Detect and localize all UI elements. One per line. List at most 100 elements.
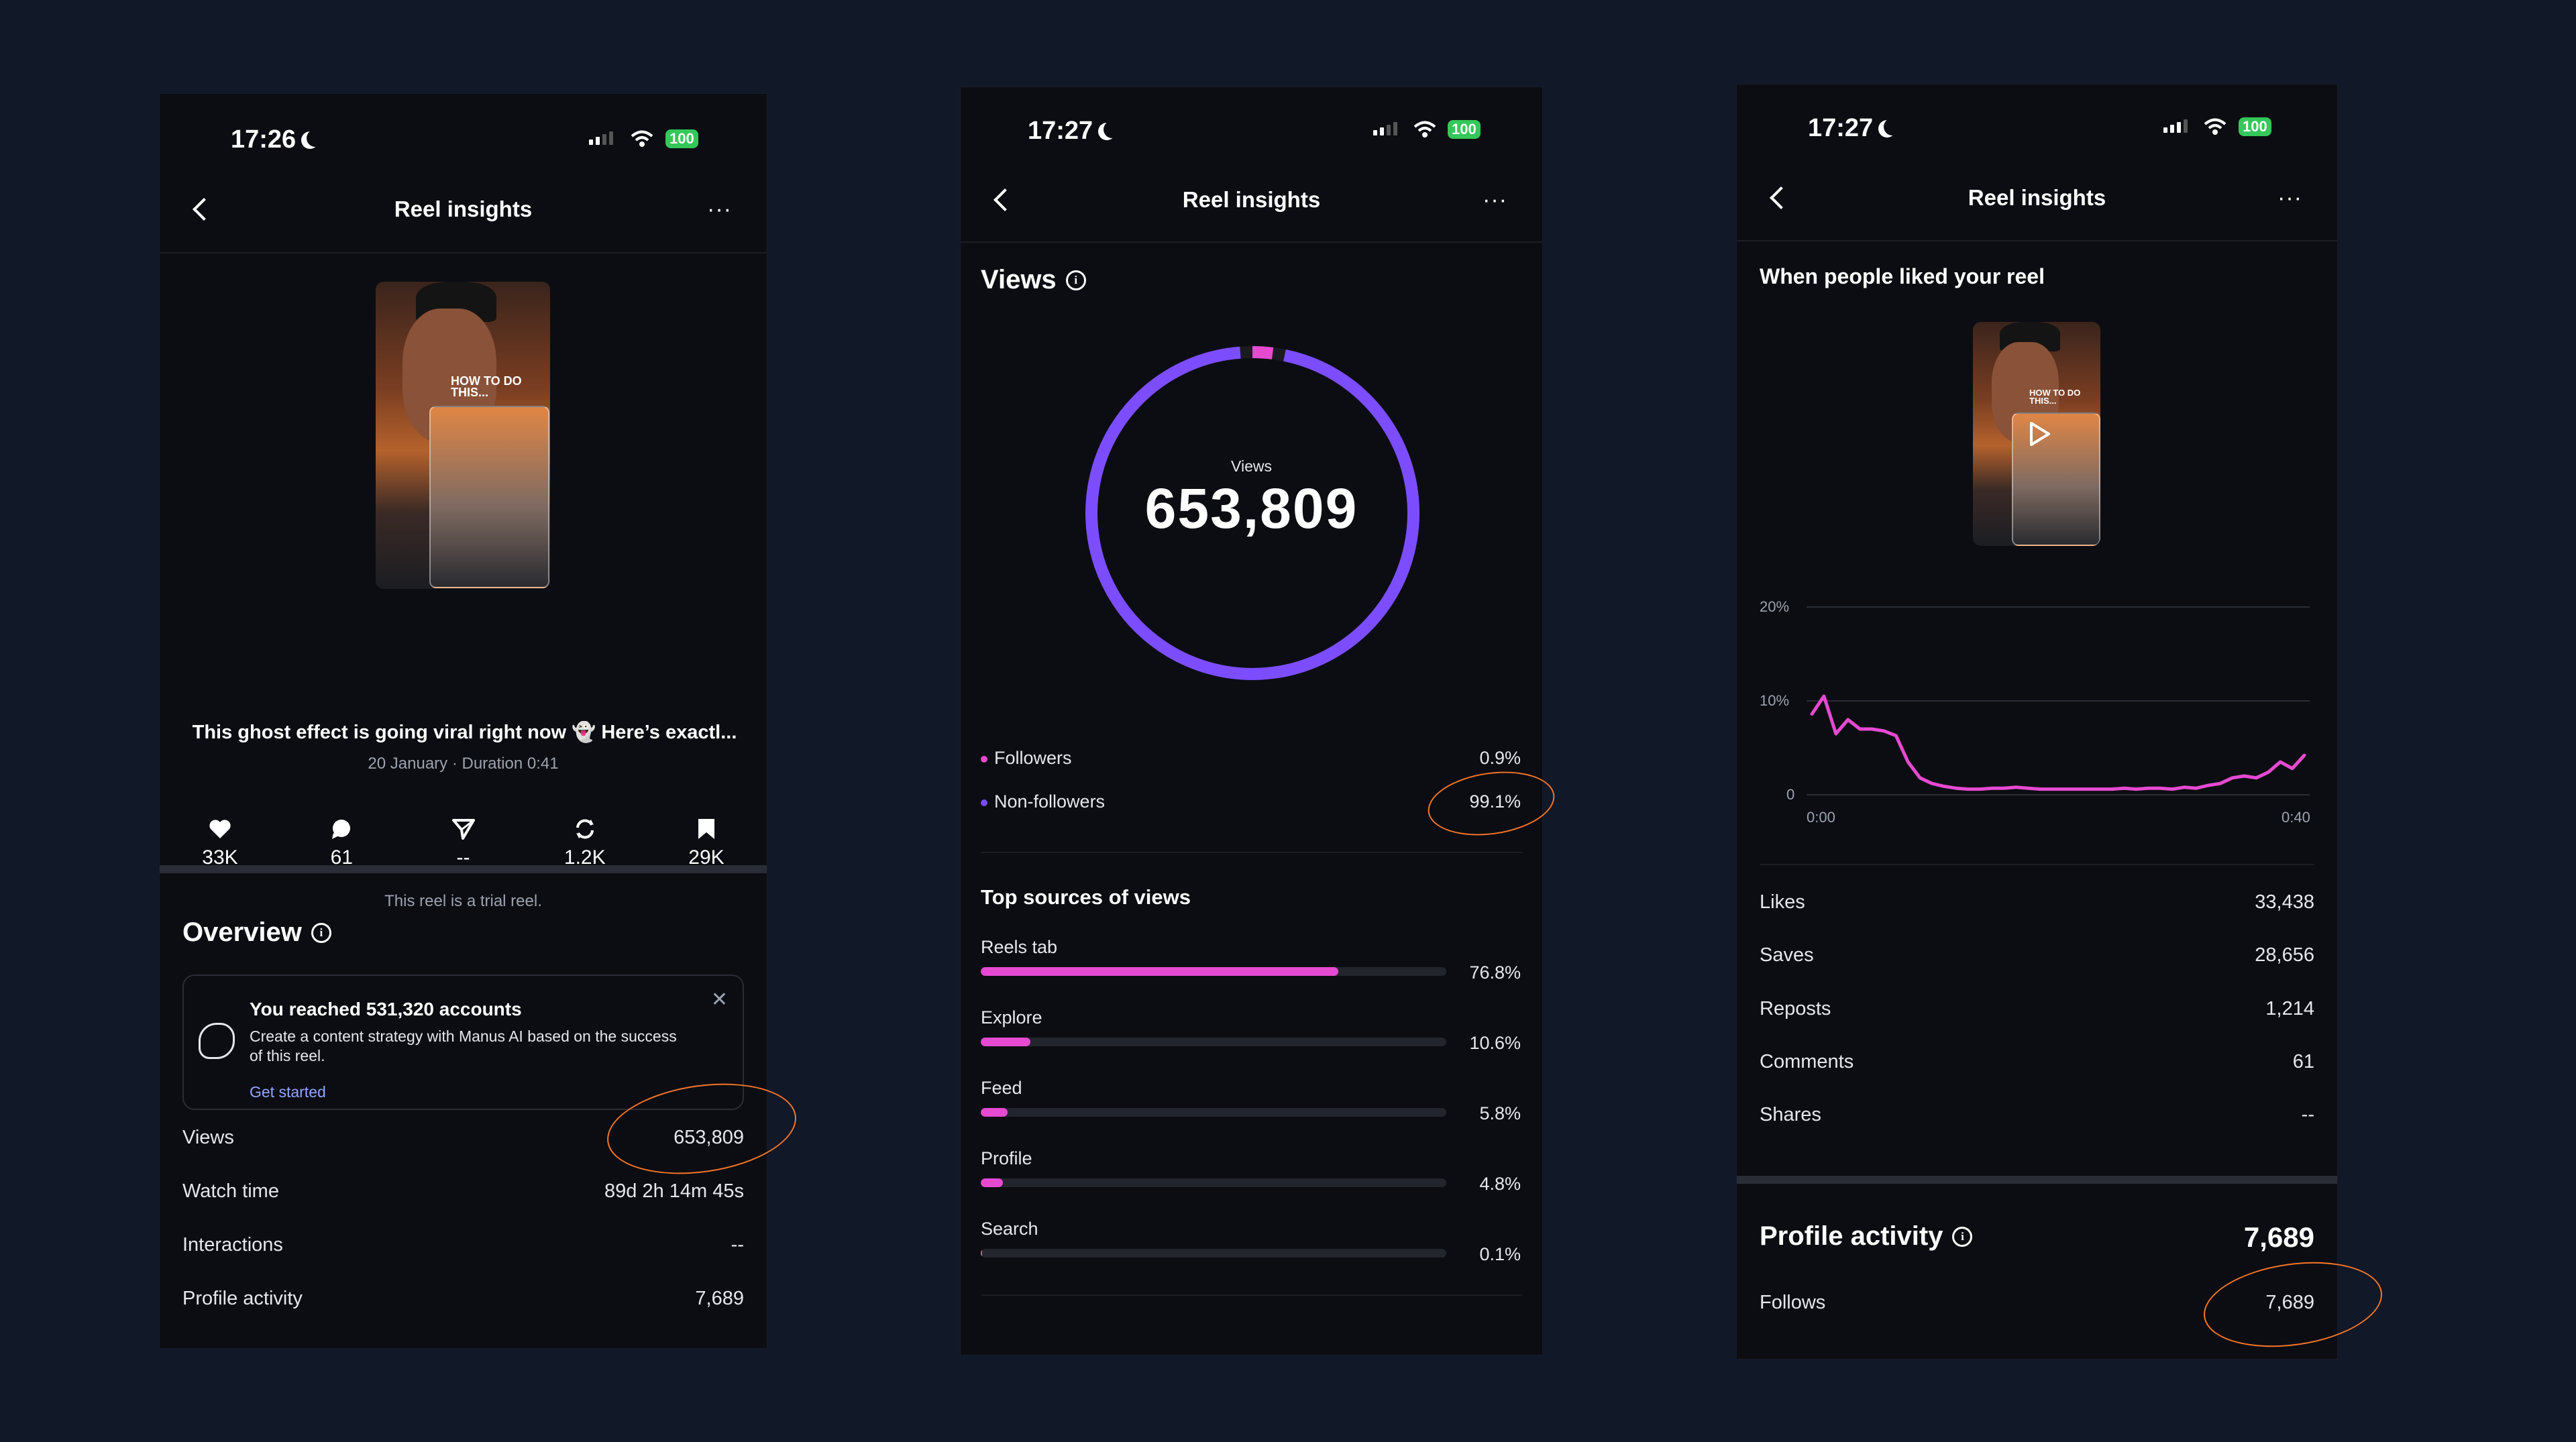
chart-title: When people liked your reel xyxy=(1760,264,2045,288)
moon-icon xyxy=(1104,121,1121,138)
more-options-button[interactable]: ··· xyxy=(2277,185,2302,211)
more-options-button[interactable]: ··· xyxy=(707,197,732,222)
source-bar-track xyxy=(981,967,1446,976)
source-bar-fill xyxy=(981,1038,1030,1046)
source-reels-tab: Reels tab 76.8% xyxy=(981,937,1521,983)
likes-row-saves: Saves 28,656 xyxy=(1760,944,2314,966)
bookmark-icon xyxy=(666,817,747,841)
source-bar-track xyxy=(981,1178,1446,1187)
source-explore: Explore 10.6% xyxy=(981,1007,1521,1053)
nav-bar: Reel insights ··· xyxy=(1737,168,2337,228)
overview-row-profile-activity: Profile activity 7,689 xyxy=(182,1288,744,1309)
wifi-icon xyxy=(2204,118,2226,135)
y-tick-label: 0 xyxy=(1786,786,1795,803)
more-options-button[interactable]: ··· xyxy=(1483,187,1507,213)
likes-series-line xyxy=(1810,694,2306,791)
get-started-link[interactable]: Get started xyxy=(250,1083,326,1101)
divider xyxy=(160,252,767,254)
repost-icon xyxy=(545,817,625,841)
donut-label: Views xyxy=(1231,457,1272,475)
top-sources-heading: Top sources of views xyxy=(981,885,1191,909)
divider xyxy=(1737,240,2337,241)
phone-screen-likes: 17:27 100 Reel insights ··· When people … xyxy=(1737,85,2337,1359)
donut-segment-followers xyxy=(1252,345,1274,359)
x-tick-label: 0:00 xyxy=(1807,809,1835,826)
stat-comments: 61 xyxy=(301,817,382,869)
source-bar-track xyxy=(981,1108,1446,1117)
source-bar-fill xyxy=(981,1249,983,1258)
signal-icon xyxy=(1373,122,1397,135)
send-icon xyxy=(423,817,504,841)
divider xyxy=(981,1294,1522,1296)
status-time: 17:27 xyxy=(1028,117,1093,145)
source-profile: Profile 4.8% xyxy=(981,1148,1521,1194)
y-tick-label: 20% xyxy=(1760,598,1790,615)
legend-dot-followers xyxy=(981,755,987,763)
battery-indicator: 100 xyxy=(1448,120,1481,139)
reach-promo-card: You reached 531,320 accounts Create a co… xyxy=(182,975,744,1110)
source-bar-track xyxy=(981,1249,1446,1258)
reel-stats: 33K 61 -- 1.2K 29K xyxy=(180,817,747,869)
wifi-icon xyxy=(631,130,653,147)
stat-reposts: 1.2K xyxy=(545,817,625,869)
phone-screen-overview: 17:26 100 Reel insights ··· HOW TO DO TH… xyxy=(160,94,767,1348)
divider xyxy=(961,241,1542,243)
nav-bar: Reel insights ··· xyxy=(961,170,1542,230)
donut-value: 653,809 xyxy=(1144,477,1358,540)
play-icon[interactable] xyxy=(2023,419,2053,449)
back-button[interactable] xyxy=(1770,186,1792,209)
profile-activity-heading: Profile activity i xyxy=(1760,1221,1973,1252)
moon-icon xyxy=(307,129,324,147)
moon-icon xyxy=(1884,118,1901,135)
likes-line-chart: 20% 10% 0 0:00 0:40 xyxy=(1760,588,2323,936)
status-bar: 17:26 100 xyxy=(160,94,767,195)
info-icon[interactable]: i xyxy=(1952,1226,1973,1247)
signal-icon xyxy=(589,131,613,145)
status-bar: 17:27 100 xyxy=(1737,85,2337,185)
nav-title: Reel insights xyxy=(1182,187,1321,212)
info-icon[interactable]: i xyxy=(311,922,331,943)
overview-row-watch-time: Watch time 89d 2h 14m 45s xyxy=(182,1180,744,1202)
comment-icon xyxy=(301,817,382,841)
back-button[interactable] xyxy=(994,188,1016,211)
trial-note: This reel is a trial reel. xyxy=(384,892,542,910)
nav-title: Reel insights xyxy=(1968,185,2106,210)
likes-row-shares: Shares -- xyxy=(1760,1104,2314,1125)
source-bar-fill xyxy=(981,967,1338,976)
reach-subtitle: Create a content strategy with Manus AI … xyxy=(250,1028,677,1064)
status-time: 17:26 xyxy=(231,125,297,154)
close-icon[interactable]: ✕ xyxy=(710,989,728,1011)
divider xyxy=(1760,864,2314,865)
legend-dot-non-followers xyxy=(981,799,987,806)
source-bar-fill xyxy=(981,1178,1004,1187)
reel-thumbnail[interactable]: HOW TO DO THIS... xyxy=(376,282,550,589)
ai-assistant-icon xyxy=(199,1023,235,1059)
status-bar: 17:27 100 xyxy=(961,87,1542,188)
overview-row-views: Views 653,809 xyxy=(182,1127,744,1148)
likes-line-chart-svg xyxy=(1807,606,2310,795)
likes-row-reposts: Reposts 1,214 xyxy=(1760,998,2314,1019)
nav-bar: Reel insights ··· xyxy=(160,179,767,239)
status-time: 17:27 xyxy=(1808,114,1874,142)
thumbnail-title: HOW TO DO THIS... xyxy=(451,374,522,399)
divider xyxy=(981,852,1522,853)
battery-indicator: 100 xyxy=(665,129,698,148)
source-bar-track xyxy=(981,1038,1446,1046)
views-donut-chart xyxy=(1085,345,1419,680)
reel-thumbnail[interactable]: HOW TO DO THIS... xyxy=(1973,322,2100,546)
x-tick-label: 0:40 xyxy=(2282,809,2310,826)
back-button[interactable] xyxy=(193,198,215,221)
donut-segment-non-followers xyxy=(1085,346,1419,680)
source-search: Search 0.1% xyxy=(981,1219,1521,1264)
legend-followers: Followers 0.9% xyxy=(981,748,1521,769)
legend-non-followers: Non-followers 99.1% xyxy=(981,791,1521,812)
section-separator xyxy=(1737,1176,2337,1184)
heart-icon xyxy=(180,817,260,841)
battery-indicator: 100 xyxy=(2239,117,2271,136)
stat-saves: 29K xyxy=(666,817,747,869)
thumbnail-title: HOW TO DO THIS... xyxy=(2029,388,2081,406)
reel-date-duration: 20 January · Duration 0:41 xyxy=(368,755,559,773)
reach-title: You reached 531,320 accounts xyxy=(250,999,522,1019)
likes-row-likes: Likes 33,438 xyxy=(1760,891,2314,913)
info-icon[interactable]: i xyxy=(1065,270,1086,290)
